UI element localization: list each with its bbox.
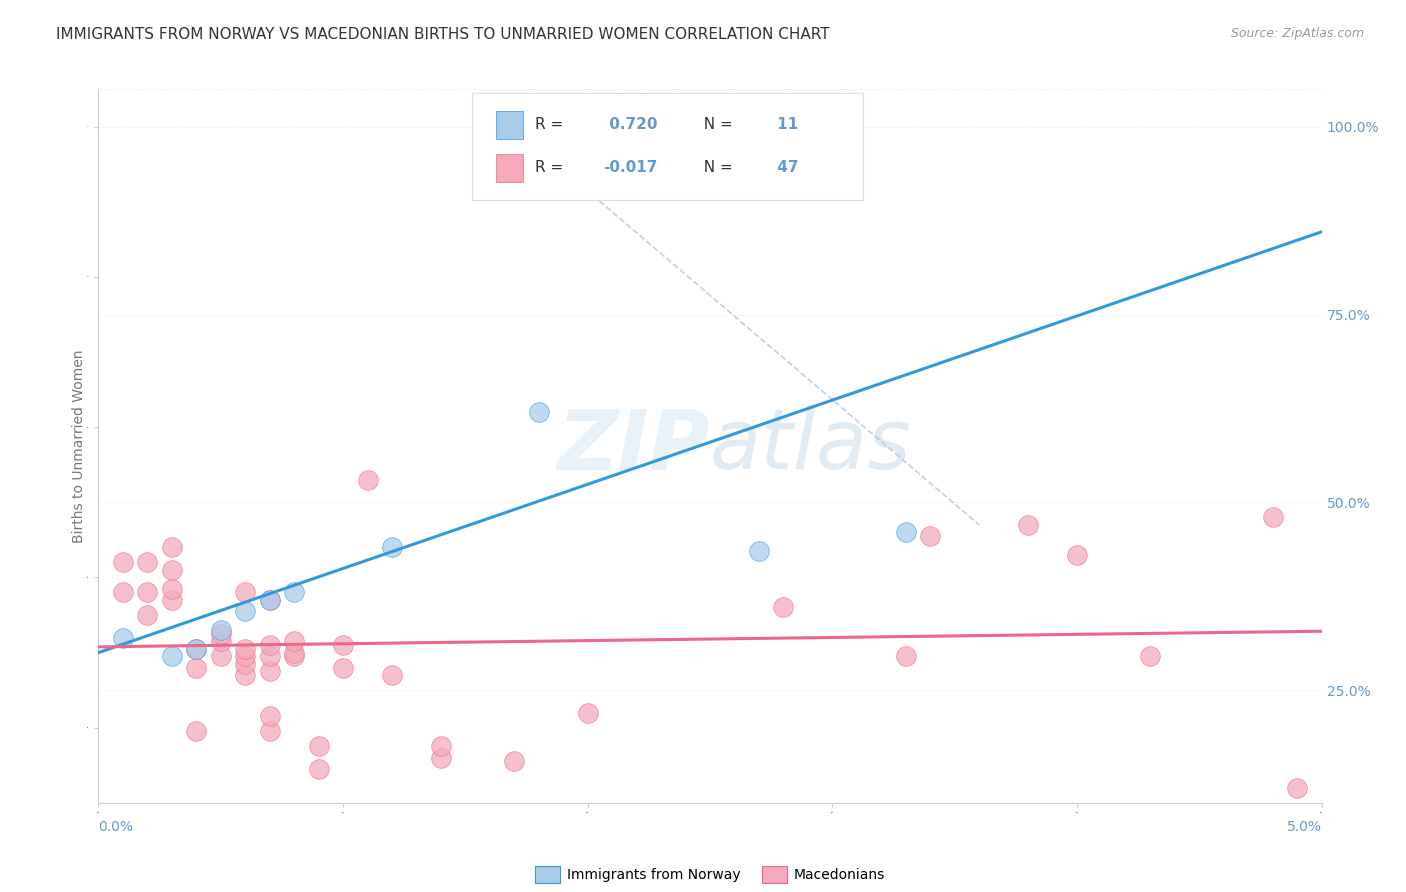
Y-axis label: Births to Unmarried Women: Births to Unmarried Women: [72, 350, 86, 542]
Point: [233, 641, 256, 656]
Point: [723, 142, 745, 156]
Text: N =: N =: [695, 161, 738, 175]
Point: [1139, 649, 1161, 664]
Point: [233, 604, 256, 618]
Point: [772, 600, 794, 615]
Text: Source: ZipAtlas.com: Source: ZipAtlas.com: [1230, 27, 1364, 40]
Point: [209, 623, 232, 637]
Point: [503, 755, 526, 769]
Point: [233, 657, 256, 671]
Point: [381, 541, 404, 555]
Text: IMMIGRANTS FROM NORWAY VS MACEDONIAN BIRTHS TO UNMARRIED WOMEN CORRELATION CHART: IMMIGRANTS FROM NORWAY VS MACEDONIAN BIR…: [56, 27, 830, 42]
Text: R =: R =: [536, 118, 568, 132]
Point: [332, 638, 354, 652]
Point: [894, 525, 917, 540]
Point: [136, 607, 159, 622]
Point: [186, 660, 208, 674]
Point: [1017, 517, 1039, 532]
Point: [233, 649, 256, 664]
Point: [160, 582, 183, 596]
Point: [527, 405, 550, 419]
Point: [160, 563, 183, 577]
Point: [186, 641, 208, 656]
Point: [283, 634, 305, 648]
Point: [283, 585, 305, 599]
Point: [186, 641, 208, 656]
Point: [1066, 548, 1088, 562]
Point: [111, 631, 134, 645]
Point: [920, 529, 942, 543]
Point: [233, 585, 256, 599]
Point: [209, 649, 232, 664]
Point: [111, 585, 134, 599]
Point: [430, 739, 453, 754]
Point: [209, 627, 232, 641]
FancyBboxPatch shape: [471, 93, 863, 200]
Point: [894, 649, 917, 664]
Point: [160, 649, 183, 664]
Point: [259, 665, 281, 679]
Point: [1261, 510, 1284, 524]
Point: [283, 646, 305, 660]
Point: [748, 544, 770, 558]
Point: [381, 668, 404, 682]
Point: [308, 739, 330, 754]
Point: [209, 634, 232, 648]
Text: ZIP: ZIP: [557, 406, 710, 486]
Point: [136, 556, 159, 570]
Point: [356, 473, 378, 487]
Text: 5.0%: 5.0%: [1286, 820, 1322, 834]
Text: 0.720: 0.720: [603, 118, 657, 132]
Point: [430, 750, 453, 764]
Point: [259, 638, 281, 652]
Point: [576, 706, 599, 720]
Text: R =: R =: [536, 161, 568, 175]
Point: [259, 709, 281, 723]
Text: 11: 11: [772, 118, 799, 132]
Point: [332, 660, 354, 674]
Point: [308, 762, 330, 776]
Point: [111, 556, 134, 570]
Text: -0.017: -0.017: [603, 161, 658, 175]
FancyBboxPatch shape: [496, 111, 523, 139]
Point: [283, 649, 305, 664]
Point: [160, 541, 183, 555]
Point: [160, 593, 183, 607]
Text: 0.0%: 0.0%: [98, 820, 134, 834]
Text: atlas: atlas: [710, 406, 911, 486]
Text: 47: 47: [772, 161, 799, 175]
Point: [186, 724, 208, 739]
FancyBboxPatch shape: [496, 153, 523, 182]
Point: [259, 649, 281, 664]
Point: [259, 593, 281, 607]
Point: [259, 724, 281, 739]
Point: [233, 668, 256, 682]
Point: [136, 585, 159, 599]
Point: [259, 593, 281, 607]
Legend: Immigrants from Norway, Macedonians: Immigrants from Norway, Macedonians: [530, 861, 890, 888]
Text: N =: N =: [695, 118, 738, 132]
Point: [1286, 780, 1309, 795]
